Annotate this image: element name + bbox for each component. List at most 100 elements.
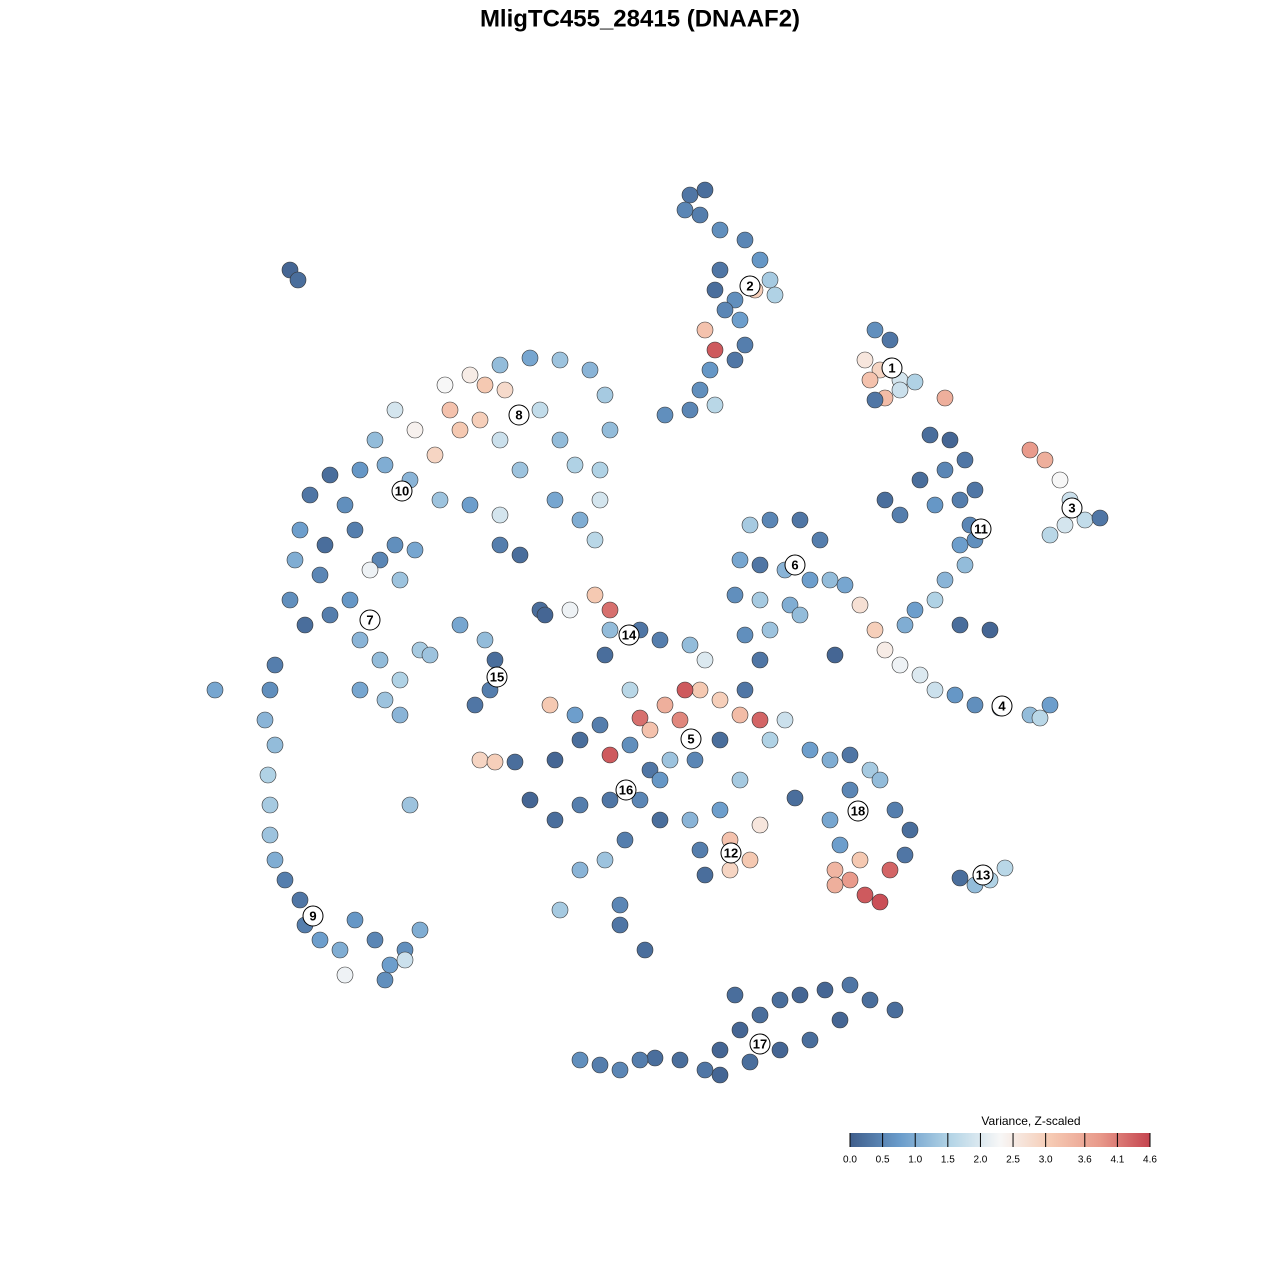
point xyxy=(376,971,394,989)
point xyxy=(386,401,404,419)
point xyxy=(951,869,969,887)
point xyxy=(696,181,714,199)
point xyxy=(521,349,539,367)
point xyxy=(476,376,494,394)
colorbar-tick-label: 0.0 xyxy=(843,1155,857,1166)
point xyxy=(546,811,564,829)
cluster-marker xyxy=(508,404,530,426)
point xyxy=(391,706,409,724)
point xyxy=(791,606,809,624)
point xyxy=(371,651,389,669)
point xyxy=(691,841,709,859)
point xyxy=(921,426,939,444)
point xyxy=(741,516,759,534)
point xyxy=(1031,709,1049,727)
point xyxy=(631,1051,649,1069)
point xyxy=(351,631,369,649)
cluster-label: 4 xyxy=(998,698,1006,713)
point xyxy=(1056,516,1074,534)
point xyxy=(551,351,569,369)
point xyxy=(726,586,744,604)
point xyxy=(856,886,874,904)
point xyxy=(406,421,424,439)
cluster-label: 13 xyxy=(976,867,990,882)
point xyxy=(936,461,954,479)
point xyxy=(471,751,489,769)
point xyxy=(736,681,754,699)
point xyxy=(366,431,384,449)
point xyxy=(866,321,884,339)
point xyxy=(596,646,614,664)
point xyxy=(371,551,389,569)
cluster-label: 18 xyxy=(851,803,865,818)
point xyxy=(511,546,529,564)
point xyxy=(881,331,899,349)
point xyxy=(951,536,969,554)
point xyxy=(281,591,299,609)
point xyxy=(681,401,699,419)
point xyxy=(706,281,724,299)
point xyxy=(906,373,924,391)
point xyxy=(266,656,284,674)
cluster-marker xyxy=(618,624,640,646)
point xyxy=(906,601,924,619)
point xyxy=(411,921,429,939)
point xyxy=(631,791,649,809)
point xyxy=(611,916,629,934)
cluster-label: 7 xyxy=(366,612,373,627)
point xyxy=(736,336,754,354)
cluster-marker xyxy=(680,728,702,750)
point xyxy=(926,591,944,609)
point xyxy=(886,1001,904,1019)
point xyxy=(631,709,649,727)
point xyxy=(831,1011,849,1029)
point xyxy=(766,286,784,304)
point xyxy=(641,721,659,739)
point xyxy=(571,1051,589,1069)
point xyxy=(636,941,654,959)
cluster-marker xyxy=(359,609,381,631)
point xyxy=(546,751,564,769)
point xyxy=(696,866,714,884)
cluster-label: 16 xyxy=(619,782,633,797)
point xyxy=(671,1051,689,1069)
point xyxy=(941,431,959,449)
point xyxy=(811,531,829,549)
cluster-label: 11 xyxy=(974,521,988,536)
point xyxy=(701,361,719,379)
point xyxy=(1036,451,1054,469)
point xyxy=(761,511,779,529)
cluster-label: 3 xyxy=(1068,500,1075,515)
point xyxy=(861,761,879,779)
point xyxy=(256,711,274,729)
colorbar-tick-label: 0.5 xyxy=(876,1155,890,1166)
colorbar-tick-label: 3.0 xyxy=(1039,1155,1053,1166)
point xyxy=(841,976,859,994)
point xyxy=(826,861,844,879)
cluster-label: 1 xyxy=(888,360,895,375)
point xyxy=(896,616,914,634)
point xyxy=(206,681,224,699)
point xyxy=(736,231,754,249)
point xyxy=(911,471,929,489)
point xyxy=(381,956,399,974)
point xyxy=(376,691,394,709)
point xyxy=(461,496,479,514)
point xyxy=(259,766,277,784)
point xyxy=(671,711,689,729)
point xyxy=(951,616,969,634)
point xyxy=(491,506,509,524)
point xyxy=(291,521,309,539)
point xyxy=(1041,526,1059,544)
point xyxy=(551,901,569,919)
point xyxy=(546,491,564,509)
point xyxy=(531,401,549,419)
point xyxy=(966,481,984,499)
point xyxy=(896,846,914,864)
point xyxy=(771,1041,789,1059)
point xyxy=(891,506,909,524)
point xyxy=(751,651,769,669)
point xyxy=(741,851,759,869)
point xyxy=(821,571,839,589)
